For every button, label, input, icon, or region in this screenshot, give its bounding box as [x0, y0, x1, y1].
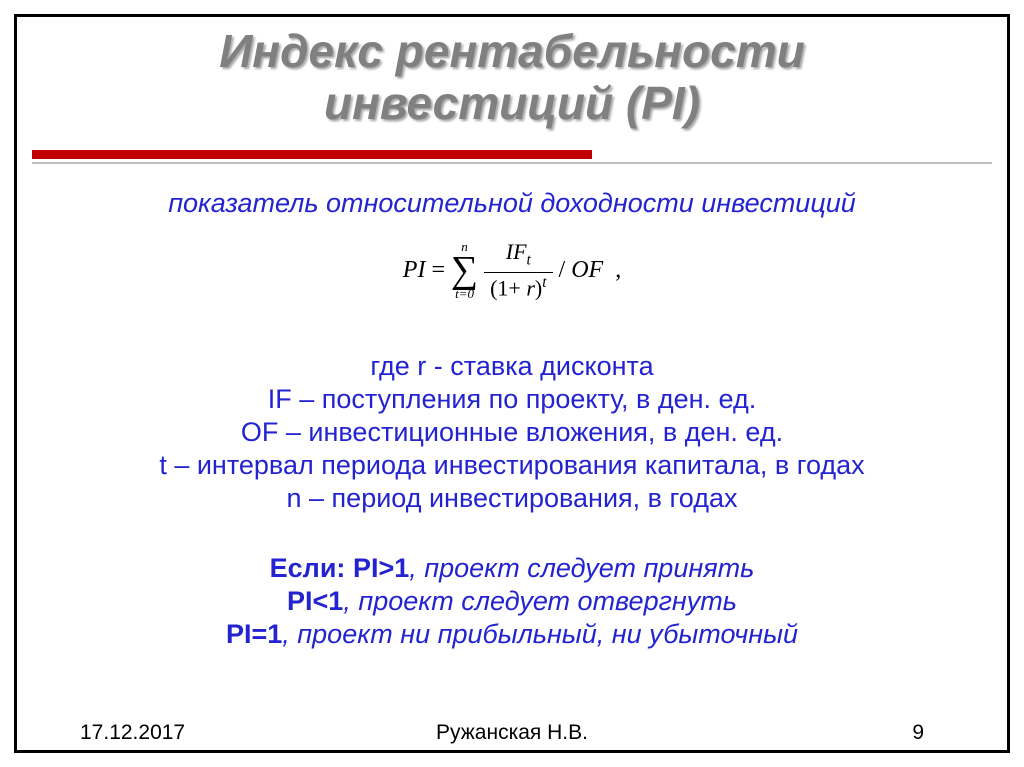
- rule-3: PI=1, проект ни прибыльный, ни убыточный: [60, 618, 964, 651]
- def-t: t – интервал периода инвестирования капи…: [40, 449, 984, 482]
- decision-rules: Если: PI>1, проект следует принять PI<1,…: [0, 552, 1024, 651]
- slide-title: Индекс рентабельности инвестиций (PI): [0, 26, 1024, 129]
- sum-lower: t=0: [455, 287, 474, 300]
- footer-page: 9: [912, 721, 924, 745]
- rule-prefix: Если:: [270, 553, 353, 583]
- rule-1: Если: PI>1, проект следует принять: [60, 552, 964, 585]
- def-r: где r - ставка дисконта: [40, 350, 984, 383]
- rule-3-cond: PI=1: [226, 619, 282, 649]
- subtitle: показатель относительной доходности инве…: [0, 188, 1024, 219]
- slide: Индекс рентабельности инвестиций (PI) по…: [0, 0, 1024, 767]
- def-if: IF – поступления по проекту, в ден. ед.: [40, 383, 984, 416]
- frac-numerator: IFt: [500, 240, 537, 269]
- formula-eq: =: [431, 257, 445, 284]
- title-line-2: инвестиций (PI): [324, 77, 700, 129]
- rule-1-cond: PI>1: [353, 553, 409, 583]
- rule-1-text: , проект следует принять: [409, 553, 754, 583]
- def-of: OF – инвестиционные вложения, в ден. ед.: [40, 416, 984, 449]
- formula: PI = n ∑ t=0 IFt (1+ r)t / OF ,: [0, 240, 1024, 300]
- title-line-1: Индекс рентабельности: [219, 25, 805, 77]
- def-n: n – период инвестирования, в годах: [40, 482, 984, 515]
- formula-trail: ,: [615, 257, 621, 284]
- title-underline-grey: [32, 162, 992, 164]
- formula-rhs: OF: [571, 257, 603, 284]
- rule-3-text: , проект ни прибыльный, ни убыточный: [282, 619, 798, 649]
- summation-icon: n ∑ t=0: [451, 240, 478, 300]
- frac-denominator: (1+ r)t: [484, 275, 552, 301]
- rule-2-cond: PI<1: [287, 586, 343, 616]
- rule-2: PI<1, проект следует отвергнуть: [60, 585, 964, 618]
- formula-divider: /: [559, 257, 566, 284]
- fraction: IFt (1+ r)t: [484, 240, 552, 300]
- footer: 17.12.2017 Ружанская Н.В. 9: [20, 713, 1004, 753]
- footer-date: 17.12.2017: [80, 721, 185, 745]
- title-underline-red: [32, 150, 592, 159]
- formula-lhs: PI: [403, 257, 426, 284]
- definitions: где r - ставка дисконта IF – поступления…: [0, 350, 1024, 515]
- rule-2-text: , проект следует отвергнуть: [343, 586, 737, 616]
